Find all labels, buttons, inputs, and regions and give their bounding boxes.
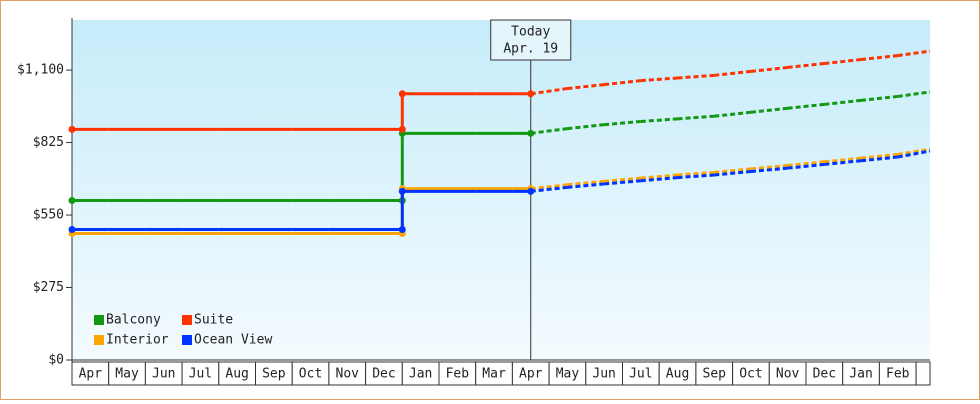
point (398, 187, 406, 195)
x-tick-label: Jul (629, 367, 652, 382)
forecast-segment (860, 155, 898, 163)
forecast-segment (824, 58, 862, 65)
y-tick-label: $0 (48, 353, 64, 368)
forecast-segment (567, 123, 605, 131)
legend-label: Ocean View (194, 333, 272, 348)
legend-swatch (94, 335, 104, 345)
x-tick-label: Jul (189, 367, 212, 382)
forecast-segment (714, 69, 752, 77)
today-box (490, 19, 572, 61)
point (527, 187, 535, 195)
forecast-segment (640, 117, 678, 123)
x-tick-label: Aug (666, 367, 689, 382)
legend-label: Balcony (106, 313, 161, 328)
forecast-segment (750, 163, 788, 171)
x-tick-label: Sep (262, 367, 286, 382)
series (68, 149, 931, 234)
legend-label: Suite (194, 313, 233, 328)
forecast-segment (824, 98, 862, 106)
forecast-segment (750, 106, 788, 114)
forecast-segment (714, 167, 752, 174)
x-tick-label: Apr (519, 367, 543, 382)
forecast-segment (530, 127, 568, 135)
x-tick-label: Jun (592, 367, 615, 382)
forecast-segment (787, 162, 825, 170)
legend-label: Interior (106, 333, 169, 348)
point (527, 90, 535, 98)
forecast-segment (640, 173, 678, 180)
x-tick-label: Feb (446, 367, 470, 382)
point (527, 129, 535, 137)
forecast-segment (750, 166, 788, 174)
forecast-segment (530, 185, 568, 193)
y-tick-label: $550 (33, 208, 64, 223)
x-tick-label: Jan (409, 367, 432, 382)
x-tick-label: Nov (776, 367, 800, 382)
forecast-segment (530, 87, 568, 96)
forecast-segment (567, 83, 605, 91)
forecast-segment (677, 73, 715, 80)
legend-swatch (182, 315, 192, 325)
y-tick-label: $1,100 (17, 63, 64, 78)
forecast-segment (604, 179, 641, 186)
forecast-segment (897, 149, 931, 159)
x-tick-label: Dec (372, 367, 395, 382)
forecast-segment (640, 176, 678, 183)
point (68, 197, 76, 205)
x-tick-box (915, 361, 931, 386)
x-tick-label: Dec (813, 367, 836, 382)
x-tick-label: Nov (336, 367, 360, 382)
point (398, 90, 406, 98)
forecast-segment (714, 170, 752, 177)
x-tick-label: Apr (79, 367, 103, 382)
x-tick-label: May (115, 367, 139, 382)
forecast-segment (640, 76, 678, 83)
forecast-segment (604, 176, 641, 183)
point (68, 125, 76, 133)
forecast-segment (714, 110, 752, 118)
forecast-segment (860, 94, 898, 102)
forecast-segment (897, 147, 931, 156)
forecast-segment (787, 102, 825, 110)
forecast-segment (750, 65, 788, 73)
x-tick-label: Mar (482, 367, 506, 382)
forecast-segment (787, 160, 825, 167)
point (398, 125, 406, 133)
forecast-segment (567, 179, 605, 187)
forecast-segment (860, 152, 898, 160)
series (68, 49, 931, 133)
forecast-segment (787, 61, 825, 69)
x-tick-label: Jun (152, 367, 175, 382)
x-tick-label: Sep (703, 367, 727, 382)
x-tick-label: Oct (739, 367, 762, 382)
forecast-segment (677, 114, 715, 121)
forecast-segment (897, 49, 931, 58)
y-tick-label: $275 (33, 280, 64, 295)
x-tick-label: Aug (225, 367, 248, 382)
forecast-segment (860, 54, 898, 62)
forecast-segment (603, 79, 642, 87)
forecast-segment (824, 159, 862, 166)
forecast-segment (824, 156, 862, 164)
legend-swatch (94, 315, 104, 325)
legend-swatch (182, 335, 192, 345)
y-tick-label: $825 (33, 135, 64, 150)
x-tick-label: Feb (886, 367, 910, 382)
point (68, 226, 76, 234)
forecast-segment (530, 183, 568, 191)
forecast-segment (604, 119, 641, 127)
point (398, 226, 406, 234)
forecast-segment (677, 170, 715, 177)
forecast-segment (897, 90, 931, 98)
x-tick-label: Oct (299, 367, 322, 382)
x-tick-label: May (556, 367, 580, 382)
today-label: Today (511, 25, 550, 40)
forecast-segment (677, 173, 715, 180)
today-date: Apr. 19 (503, 42, 558, 57)
forecast-segment (567, 182, 605, 189)
x-tick-label: Jan (849, 367, 872, 382)
